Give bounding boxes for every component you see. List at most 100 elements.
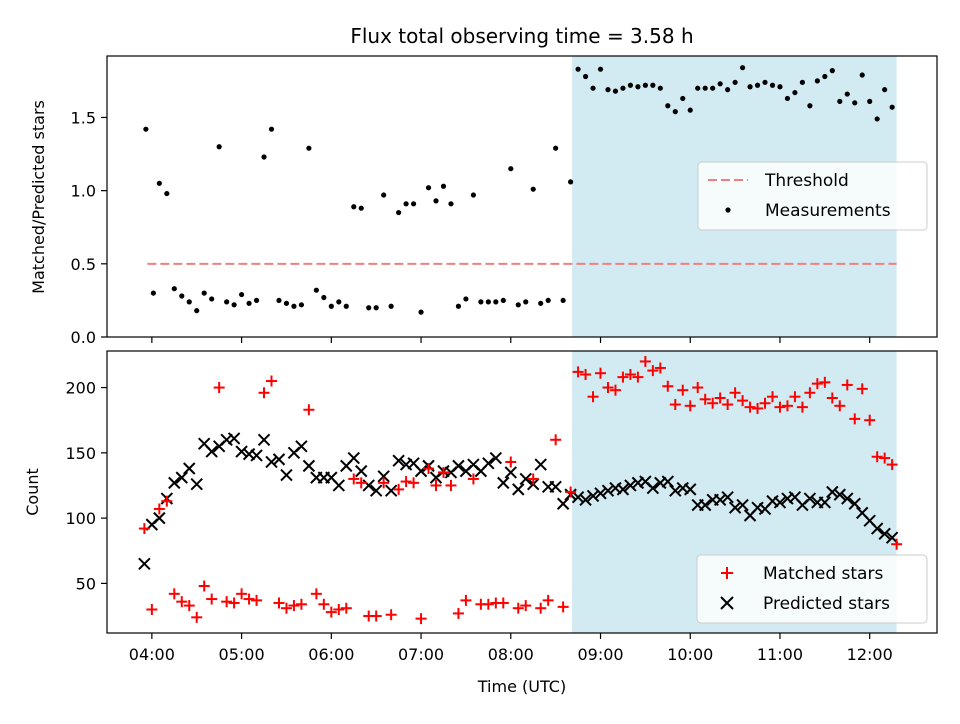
x-tick-label: 05:00 xyxy=(219,645,265,664)
measurement-point xyxy=(852,100,858,106)
predicted-star-point xyxy=(332,479,346,492)
predicted-star-point xyxy=(168,476,181,490)
matched-star-point xyxy=(707,397,719,409)
predicted-star-point xyxy=(721,491,734,504)
predicted-star-point xyxy=(265,455,278,469)
predicted-star-point xyxy=(377,470,390,483)
predicted-star-point xyxy=(489,451,503,465)
measurement-point xyxy=(156,180,162,186)
matched-star-point xyxy=(325,606,337,618)
measurement-point xyxy=(224,299,230,305)
matched-star-point xyxy=(348,473,360,485)
measurement-point xyxy=(680,95,686,102)
matched-star-point xyxy=(602,382,614,394)
legend-matched-swatch xyxy=(721,567,733,579)
matched-star-point xyxy=(430,479,442,491)
predicted-star-point xyxy=(826,485,839,499)
matched-star-point xyxy=(557,601,569,613)
measurement-point xyxy=(829,68,835,74)
bottom-y-tick-label: 100 xyxy=(65,509,96,528)
matched-star-point xyxy=(355,477,367,489)
ratio-panel: Flux total observing time = 3.58 h 0.00.… xyxy=(29,24,938,347)
measurement-point xyxy=(747,84,753,90)
matched-star-point xyxy=(340,602,352,614)
measurement-point xyxy=(844,91,850,97)
matched-star-point xyxy=(595,367,607,379)
measurement-point xyxy=(425,185,432,191)
x-tick-label: 10:00 xyxy=(667,645,713,664)
matched-star-point xyxy=(849,413,861,425)
matched-star-point xyxy=(714,392,726,404)
predicted-star-point xyxy=(624,479,637,492)
predicted-star-point xyxy=(549,480,562,493)
measurement-point xyxy=(433,198,439,204)
measurement-point xyxy=(597,66,604,72)
measurement-point xyxy=(508,166,514,172)
predicted-star-point xyxy=(698,498,712,512)
matched-star-point xyxy=(385,609,397,621)
matched-star-point xyxy=(176,596,188,608)
predicted-star-point xyxy=(512,483,525,496)
matched-star-point xyxy=(527,473,539,485)
predicted-star-point xyxy=(257,433,271,446)
top-y-axis-label: Matched/Predicted stars xyxy=(29,100,48,294)
matched-star-point xyxy=(729,387,741,399)
matched-star-point xyxy=(677,384,689,396)
matched-star-point xyxy=(288,600,300,612)
predicted-star-point xyxy=(295,440,308,453)
measurement-point xyxy=(874,116,880,122)
measurement-point xyxy=(381,192,387,198)
predicted-star-point xyxy=(713,493,727,507)
matched-star-point xyxy=(871,451,883,463)
matched-star-point xyxy=(206,593,218,605)
measurement-point xyxy=(186,299,192,305)
matched-star-point xyxy=(183,600,195,612)
predicted-star-point xyxy=(138,557,151,571)
predicted-star-point xyxy=(646,481,660,495)
matched-star-point xyxy=(632,371,644,383)
matched-star-point xyxy=(811,378,823,390)
predicted-star-point xyxy=(833,488,846,501)
matched-star-point xyxy=(467,473,479,485)
predicted-star-point xyxy=(497,476,510,490)
measurement-point xyxy=(590,85,596,91)
matched-star-point xyxy=(236,588,248,600)
matched-star-point xyxy=(692,382,704,394)
bottom-plot-frame xyxy=(106,350,938,634)
measurement-point xyxy=(403,201,409,207)
predicted-star-point xyxy=(153,511,166,525)
measurement-point xyxy=(500,297,506,304)
matched-star-point xyxy=(520,600,532,612)
measurement-point xyxy=(150,290,156,296)
measurement-point xyxy=(321,294,327,301)
matched-star-point xyxy=(482,598,494,610)
matched-star-point xyxy=(826,392,838,404)
matched-star-point xyxy=(841,379,853,391)
matched-star-point xyxy=(198,580,210,592)
measurement-point xyxy=(717,81,723,87)
x-tick-label: 07:00 xyxy=(398,645,444,664)
measurement-point xyxy=(560,297,566,304)
matched-star-point xyxy=(891,538,903,550)
bottom-y-tick-label: 200 xyxy=(65,379,96,398)
measurement-point xyxy=(351,204,357,210)
matched-star-point xyxy=(370,610,382,622)
predicted-star-point xyxy=(355,464,368,478)
predicted-star-point xyxy=(302,459,316,473)
bottom-legend: Matched stars Predicted stars xyxy=(696,554,928,624)
matched-star-point xyxy=(408,477,420,489)
matched-star-point xyxy=(662,380,674,392)
legend-matched-label: Matched stars xyxy=(763,564,883,584)
matched-star-point xyxy=(789,391,801,403)
matched-star-point xyxy=(266,375,278,387)
measurement-point xyxy=(493,299,499,305)
matched-star-point xyxy=(535,602,547,614)
measurement-point xyxy=(695,85,701,91)
matched-stars-points xyxy=(138,355,903,625)
matched-star-point xyxy=(146,604,158,615)
matched-star-point xyxy=(722,399,734,411)
predicted-star-point xyxy=(392,454,405,467)
measurement-point xyxy=(298,302,305,308)
measurement-point xyxy=(665,103,671,109)
